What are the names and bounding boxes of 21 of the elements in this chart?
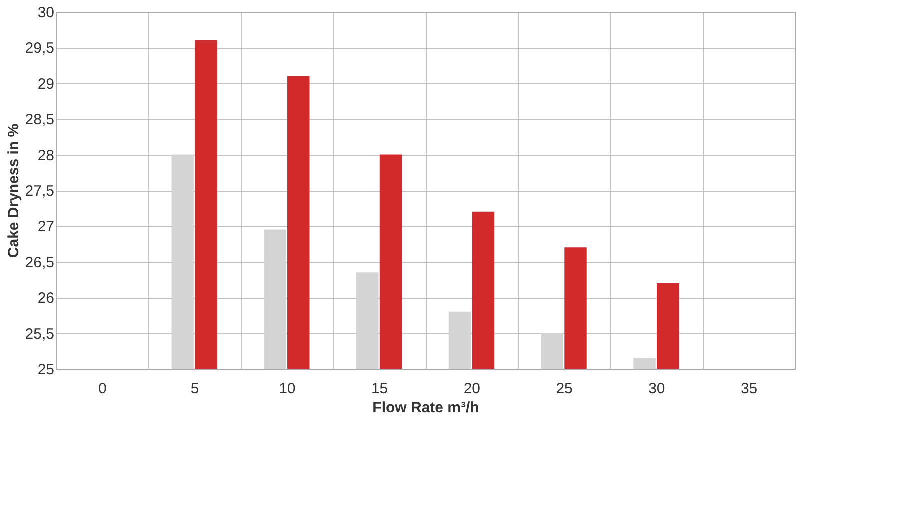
x-axis-title: Flow Rate m³/h bbox=[372, 400, 480, 416]
x-tick-label: 15 bbox=[371, 380, 388, 398]
y-tick-label: 28,5 bbox=[25, 112, 54, 129]
y-tick-label: 26 bbox=[38, 290, 54, 308]
x-tick-label: 25 bbox=[556, 380, 573, 398]
y-tick-label: 27 bbox=[38, 218, 54, 236]
x-tick-label: 5 bbox=[190, 380, 200, 398]
y-tick-label: 25,5 bbox=[25, 326, 54, 343]
y-tick-label: 29 bbox=[38, 76, 54, 93]
x-tick-label: 35 bbox=[740, 380, 758, 398]
x-tick-label: 10 bbox=[279, 380, 296, 398]
y-tick-label: 30 bbox=[38, 4, 54, 22]
y-tick-label: 25 bbox=[38, 362, 54, 378]
y-tick-label: 28 bbox=[38, 147, 54, 164]
y-tick-label: 27,5 bbox=[25, 183, 54, 200]
x-tick-label: 20 bbox=[464, 380, 481, 398]
y-axis-title: Cake Dryness in % bbox=[5, 124, 22, 258]
x-tick-label: 30 bbox=[648, 380, 666, 398]
y-tick-label: 29,5 bbox=[25, 40, 54, 58]
y-tick-label: 26,5 bbox=[25, 254, 54, 272]
x-tick-label: 0 bbox=[98, 380, 107, 398]
